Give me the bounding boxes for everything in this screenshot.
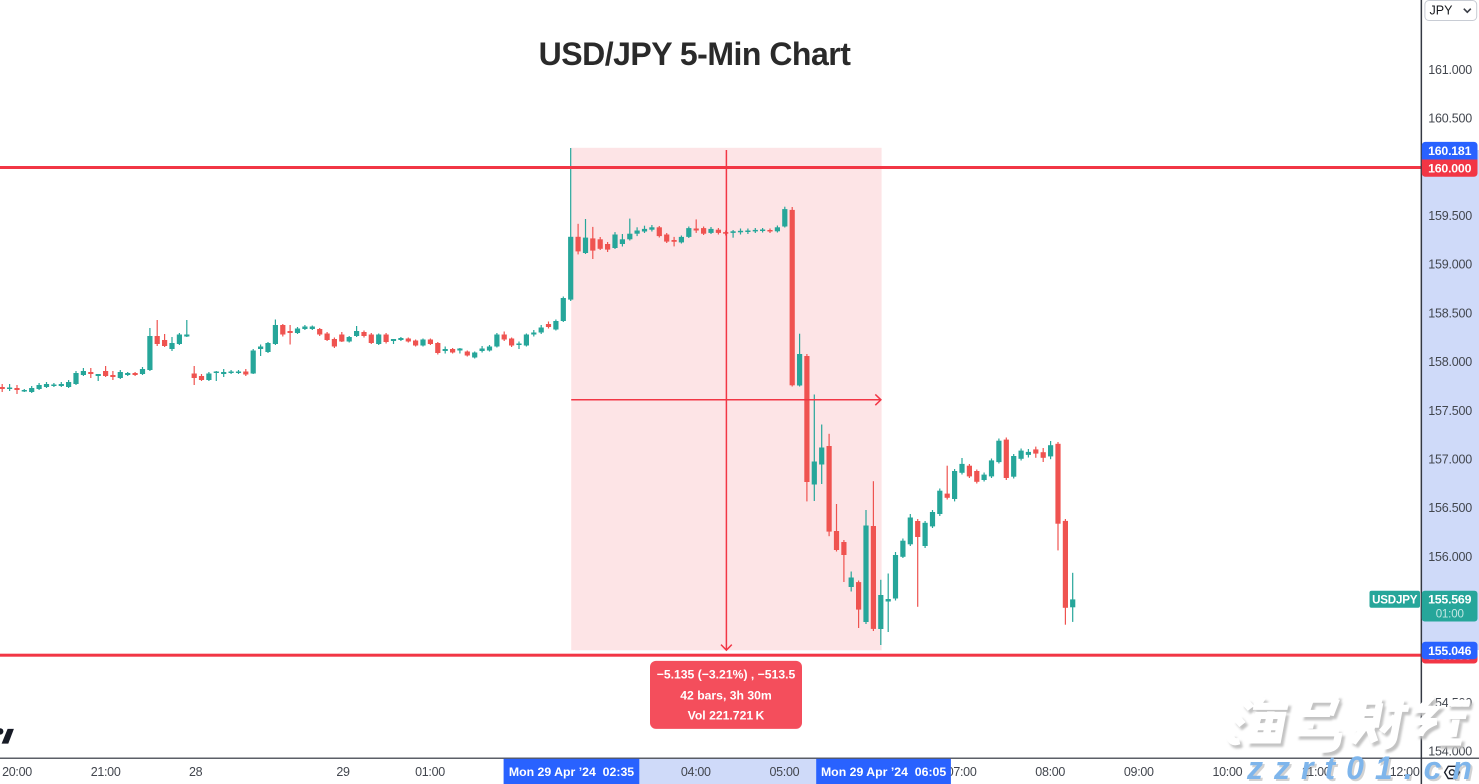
svg-text:160.000: 160.000 (1428, 162, 1471, 176)
svg-text:158.000: 158.000 (1428, 355, 1472, 369)
svg-text:159.000: 159.000 (1428, 258, 1472, 272)
svg-text:09:00: 09:00 (1124, 765, 1154, 779)
svg-text:Vol 221.721 K: Vol 221.721 K (688, 708, 765, 722)
svg-text:158.500: 158.500 (1428, 306, 1472, 320)
svg-text:−5.135 (−3.21%) , −513.5: −5.135 (−3.21%) , −513.5 (657, 668, 796, 682)
svg-text:10:00: 10:00 (1213, 765, 1243, 779)
svg-text:42 bars, 3h 30m: 42 bars, 3h 30m (680, 688, 772, 702)
svg-text:28: 28 (189, 765, 203, 779)
svg-text:08:00: 08:00 (1035, 765, 1065, 779)
svg-text:04:00: 04:00 (681, 765, 711, 779)
svg-text:161.000: 161.000 (1428, 63, 1472, 77)
svg-text:11:00: 11:00 (1302, 765, 1331, 779)
svg-text:155.046: 155.046 (1428, 644, 1471, 658)
svg-text:160.181: 160.181 (1428, 144, 1471, 158)
svg-text:USD/JPY 5-Min Chart: USD/JPY 5-Min Chart (539, 36, 852, 72)
svg-text:12:00: 12:00 (1390, 765, 1420, 779)
svg-text:156.500: 156.500 (1428, 501, 1472, 515)
svg-text:157.500: 157.500 (1428, 404, 1472, 418)
svg-text:Mon 29 Apr ’24 02:35: Mon 29 Apr ’24 02:35 (509, 765, 634, 779)
svg-text:01:00: 01:00 (415, 765, 445, 779)
svg-text:155.569: 155.569 (1428, 593, 1471, 607)
svg-text:157.000: 157.000 (1428, 453, 1472, 467)
svg-text:JPY: JPY (1430, 4, 1454, 18)
svg-text:Mon 29 Apr ’24 06:05: Mon 29 Apr ’24 06:05 (821, 765, 946, 779)
svg-text:21:00: 21:00 (91, 765, 121, 779)
svg-text:01:00: 01:00 (1436, 608, 1464, 621)
svg-text:zzrt01.cn: zzrt01.cn (1248, 752, 1479, 784)
svg-text:29: 29 (336, 765, 350, 779)
svg-text:USDJPY: USDJPY (1372, 593, 1418, 606)
svg-text:160.500: 160.500 (1428, 112, 1472, 126)
svg-text:20:00: 20:00 (2, 765, 32, 779)
svg-text:159.500: 159.500 (1428, 209, 1472, 223)
svg-text:05:00: 05:00 (770, 765, 800, 779)
svg-text:07:00: 07:00 (947, 765, 977, 779)
svg-text:zzrt01.cn: zzrt01.cn (1246, 750, 1479, 784)
svg-text:156.000: 156.000 (1428, 550, 1472, 564)
